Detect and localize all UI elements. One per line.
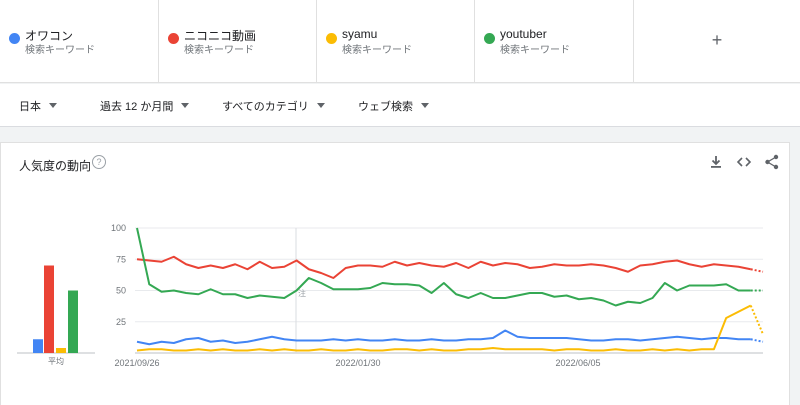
term-1-type: 検索キーワード (25, 45, 95, 56)
share-icon[interactable] (763, 153, 781, 171)
filters-bar: 日本 過去 12 か月間 すべてのカテゴリ ウェブ検索 (0, 84, 800, 127)
search-term-1[interactable]: オワコン 検索キーワード (0, 0, 159, 83)
series-line-4 (136, 227, 751, 307)
series-line-2 (136, 255, 751, 279)
term-2-color-dot (168, 33, 179, 44)
term-2-type: 検索キーワード (184, 45, 254, 56)
add-term-button[interactable]: + (711, 30, 723, 50)
series-partial-segment-1 (750, 338, 764, 343)
chevron-down-icon (49, 103, 57, 108)
search-terms-bar: オワコン 検索キーワード ニコニコ動画 検索キーワード syamu 検索キーワー… (0, 0, 800, 83)
x-tick-label: 2022/06/05 (555, 358, 600, 368)
chevron-down-icon (181, 103, 190, 108)
series-line-1 (136, 329, 751, 346)
search-term-2[interactable]: ニコニコ動画 検索キーワード (159, 0, 317, 83)
chevron-down-icon (316, 103, 325, 108)
term-4-color-dot (484, 33, 495, 44)
note-marker-label: 注 (298, 288, 306, 298)
search-type-dropdown[interactable]: ウェブ検索 (358, 98, 429, 114)
term-1-color-dot (9, 33, 20, 44)
search-term-4[interactable]: youtuber 検索キーワード (475, 0, 634, 83)
average-bar-1 (33, 339, 43, 353)
search-type-label: ウェブ検索 (358, 101, 413, 113)
interest-over-time-card: 人気度の動向 ? (0, 142, 790, 405)
embed-icon[interactable] (735, 153, 753, 171)
term-3-color-dot (326, 33, 337, 44)
region-label: 日本 (19, 101, 41, 113)
region-dropdown[interactable]: 日本 (19, 98, 57, 114)
x-tick-label: 2022/01/30 (335, 358, 380, 368)
term-3-name: syamu (342, 27, 378, 41)
average-bar-4 (68, 290, 78, 353)
chevron-down-icon (421, 103, 429, 108)
x-tick-label: 2021/09/26 (114, 358, 159, 368)
card-title: 人気度の動向 (19, 159, 92, 173)
help-icon[interactable]: ? (92, 155, 106, 169)
download-icon[interactable] (707, 153, 725, 171)
term-1-name: オワコン (25, 29, 74, 43)
term-4-name: youtuber (500, 27, 547, 41)
period-dropdown[interactable]: 過去 12 か月間 (100, 98, 190, 114)
term-3-type: 検索キーワード (342, 45, 412, 56)
term-2-name: ニコニコ動画 (184, 29, 257, 43)
y-tick-label: 100 (111, 223, 126, 233)
period-label: 過去 12 か月間 (100, 101, 174, 113)
search-term-3[interactable]: syamu 検索キーワード (317, 0, 475, 83)
series-line-3 (136, 304, 752, 352)
average-label: 平均 (48, 356, 64, 366)
series-partial-segment-3 (749, 305, 764, 335)
term-4-type: 検索キーワード (500, 45, 570, 56)
average-bar-2 (44, 265, 54, 353)
average-bar-3 (56, 348, 66, 353)
series-partial-segment-2 (750, 268, 764, 273)
y-tick-label: 50 (116, 286, 126, 296)
y-tick-label: 75 (116, 254, 126, 264)
category-label: すべてのカテゴリ (222, 101, 309, 113)
y-tick-label: 25 (116, 317, 126, 327)
category-dropdown[interactable]: すべてのカテゴリ (222, 98, 325, 114)
